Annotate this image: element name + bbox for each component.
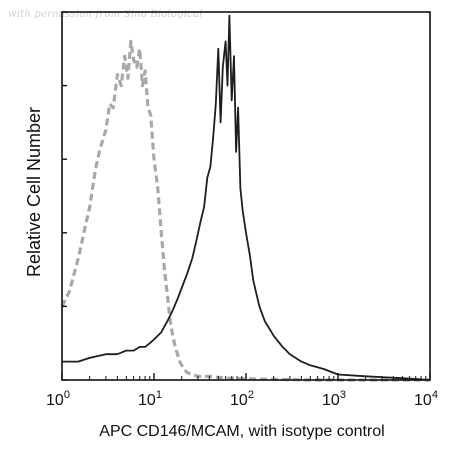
axes: 100 101 102 103 104 xyxy=(46,11,438,409)
x-tick-label: 100 xyxy=(46,389,70,409)
x-tick-label: 101 xyxy=(138,389,162,409)
series-line-isotype-control xyxy=(60,39,430,382)
series-line-cd146 xyxy=(62,14,431,381)
permission-watermark: with permission from Sino Biological xyxy=(8,9,203,20)
y-axis-label: Relative Cell Number xyxy=(24,107,44,277)
plot-frame xyxy=(61,11,431,381)
plot-area xyxy=(60,14,431,382)
x-tick-label: 103 xyxy=(322,389,346,409)
x-tick-label: 104 xyxy=(414,389,438,409)
x-tick-label: 102 xyxy=(230,389,254,409)
x-axis-label: APC CD146/MCAM, with isotype control xyxy=(99,423,384,440)
